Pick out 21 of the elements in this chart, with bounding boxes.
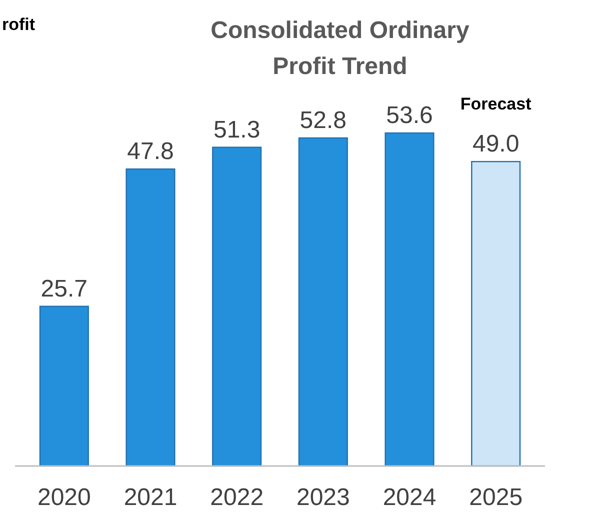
x-tick-label: 2022 [210, 484, 264, 512]
x-tick-label: 2020 [37, 484, 91, 512]
bar [126, 168, 176, 467]
bar [39, 306, 89, 467]
x-tick-label: 2024 [382, 484, 436, 512]
data-label: 47.8 [127, 138, 174, 166]
annotation: Forecast [460, 94, 532, 114]
data-label: 53.6 [386, 102, 433, 129]
x-tick-label: 2025 [469, 484, 523, 512]
chart-title: Consolidated Ordinary Profit Trend [210, 17, 470, 80]
bar [212, 146, 262, 467]
data-label: 25.7 [40, 275, 88, 302]
data-label: 51.3 [213, 116, 260, 144]
x-tick-label: 2021 [124, 484, 178, 512]
data-label: 49.0 [472, 130, 520, 158]
bar [298, 137, 348, 467]
bar [384, 132, 434, 467]
data-label: 52.8 [300, 106, 347, 134]
x-tick-label: 2023 [296, 484, 350, 512]
text: rofit [2, 15, 36, 34]
bar [471, 160, 521, 467]
